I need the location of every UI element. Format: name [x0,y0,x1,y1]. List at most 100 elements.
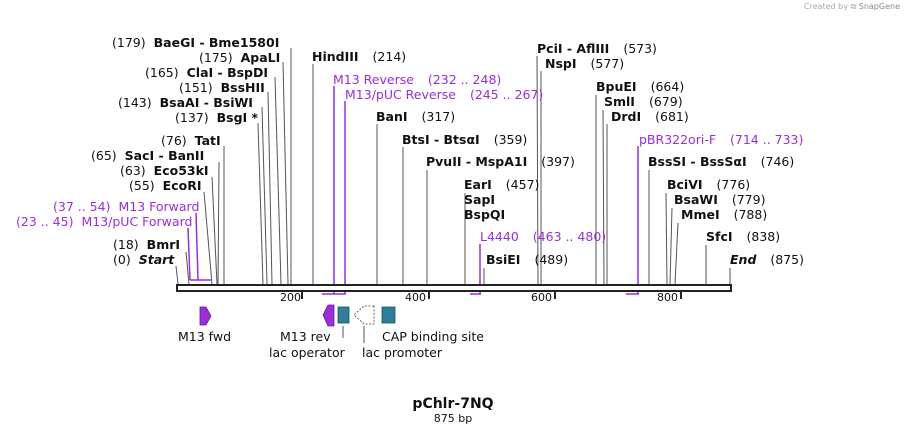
site-connectors [175,48,731,285]
primer-range: (245 .. 267) [470,87,543,102]
site-apali: (175) ApaLI [199,50,280,65]
site-ecori: (55) EcoRI [129,178,201,193]
site-pvuii: PvuII - MspA1I (397) [426,154,575,169]
site-name: BsiEI [486,252,520,267]
site-pos: (137) [175,110,209,125]
site-sfci: SfcI (838) [706,229,780,244]
site-tati: (76) TatI [161,133,221,148]
connector-saci [217,161,220,285]
site-name: SacI [125,148,155,163]
connector-ecori [203,191,213,285]
m13-rev-arrow-icon [322,304,335,327]
site-bsiei: BsiEI (489) [486,252,568,267]
site-name: ApaLI [241,50,281,65]
site-name: BtsI [402,132,430,147]
site-pos: (489) [534,252,568,267]
site-name: ClaI [187,65,214,80]
lac-promoter-label: lac promoter [362,345,443,360]
site-pos: (457) [506,177,540,192]
site-name: NspI [545,56,577,71]
site-pos: (0) [113,252,131,267]
primer-name: M13/pUC Reverse [345,87,456,102]
site-bpuei: BpuEI (664) [596,79,684,94]
primer-name: L4440 [480,229,519,244]
primer-name: pBR322ori-F [639,132,716,147]
connector-apali [282,61,289,285]
lac-operator-box [337,306,350,324]
site-pos: (63) [120,163,146,178]
site-suffix: - MspA1I [462,154,528,169]
site-name: TatI [195,133,221,148]
connector-bsawi [669,207,673,285]
site-pos: (779) [732,192,766,207]
site-bsgi: (137) BsgI * [175,110,259,125]
site-pos: (65) [91,148,117,163]
connector-clai [274,76,282,285]
site-name: PciI [537,41,563,56]
site-smli: SmlI (679) [604,94,683,109]
connector-eco53ki [211,176,218,285]
site-pos: (577) [591,56,625,71]
site-start: (0) Start [113,252,175,267]
site-name: BsaAI [160,95,200,110]
site-bspqi: BspQI [464,207,505,222]
site-name: DrdI [611,109,641,124]
site-name: SmlI [604,94,635,109]
site-pcii: PciI - AflIII (573) [537,41,657,56]
site-sapi: SapI [464,192,495,207]
site-name: EcoRI [163,178,202,193]
site-suffix: - BspDI [213,65,268,80]
connector-bmri [185,251,190,285]
site-name: MmeI [681,207,720,222]
primer-m13fwd: (37 .. 54) M13 Forward [53,199,199,214]
site-pos: (746) [761,154,795,169]
primer-range: (232 .. 248) [428,72,501,87]
site-saci: (65) SacI - BanII [91,148,204,163]
site-mmei: MmeI (788) [681,207,767,222]
tick-label-600: 600 [531,291,552,304]
site-name: BsgI * [217,110,259,125]
site-pos: (359) [494,132,528,147]
plasmid-name: pChlr-7NQ [412,396,493,412]
site-eari: EarI (457) [464,177,539,192]
cap-site-box [381,306,396,324]
primer-name: M13 Forward [118,199,199,214]
site-bsssi: BssSI - BssSαI (746) [648,154,794,169]
connector-bsaai [261,106,268,285]
site-pos: (788) [734,207,768,222]
primer-range: (23 .. 45) [16,214,73,229]
tick-label-400: 400 [405,291,426,304]
site-clai: (165) ClaI - BspDI [145,65,268,80]
site-suffix: - BssSαI [686,154,747,169]
site-name: Start [139,252,176,267]
site-pos: (214) [373,49,407,64]
primer-m13rev: M13 Reverse (232 .. 248) [333,72,501,87]
site-pos: (664) [651,79,685,94]
site-name: BpuEI [596,79,637,94]
site-name: BsaWI [674,192,718,207]
site-pos: (776) [717,177,751,192]
site-name: EarI [464,177,492,192]
primer-pbr322: pBR322ori-F (714 .. 733) [639,132,803,147]
connector-pcii [536,55,539,285]
connector-start [175,265,179,285]
m13-fwd-label: M13 fwd [178,329,231,344]
site-bmri: (18) BmrI [113,237,180,252]
site-nspi: NspI (577) [545,56,624,71]
primer-name: M13 Reverse [333,72,414,87]
site-pos: (143) [118,95,152,110]
backbone-bar [176,284,732,292]
site-pos: (573) [623,41,657,56]
site-pos: (838) [747,229,781,244]
features [199,304,396,343]
cap-site-label: CAP binding site [382,329,484,344]
site-name: BssHII [221,80,265,95]
lac-operator-label: lac operator [269,345,346,360]
primer-marks [187,86,639,295]
site-name: PvuII [426,154,462,169]
connector-bsshii [267,91,273,285]
site-suffix: - Bme1580I [195,35,279,50]
site-pos: (179) [112,35,146,50]
site-pos: (875) [770,252,804,267]
